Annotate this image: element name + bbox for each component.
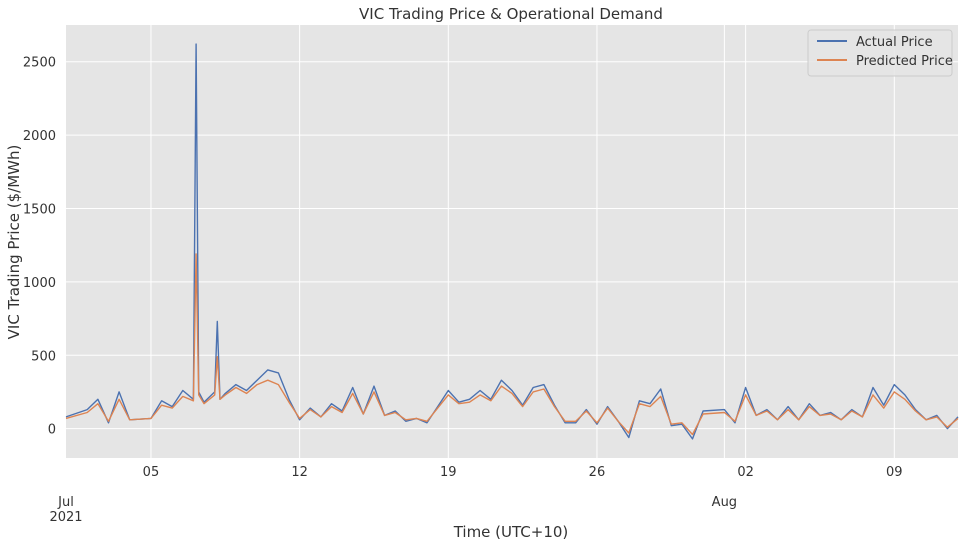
y-tick-label: 500 [31,349,56,364]
x-tick-label: 26 [589,465,606,480]
x-major-tick-label: Aug [712,495,737,510]
series-line-predicted-price [65,253,959,436]
legend-label-actual-price: Actual Price [856,35,933,50]
x-tick-label: 09 [886,465,903,480]
y-axis-label: VIC Trading Price ($/MWh) [5,145,23,340]
legend-label-predicted-price: Predicted Price [856,54,953,69]
y-axis: 0 500 1000 1500 2000 2500 [23,56,56,438]
grid [66,25,958,458]
x-tick-label: 02 [737,465,754,480]
x-tick-label: 19 [440,465,457,480]
chart-title: VIC Trading Price & Operational Demand [359,5,663,23]
legend: Actual Price Predicted Price [807,29,953,77]
x-tick-label: 12 [291,465,308,480]
series-layer [65,43,959,440]
x-tick-label: 05 [143,465,160,480]
y-tick-label: 0 [48,423,56,438]
y-tick-label: 1000 [23,276,56,291]
y-tick-label: 2500 [23,56,56,71]
y-tick-label: 2000 [23,129,56,144]
x-major-tick-label: Jul [57,495,74,510]
x-major-tick-sublabel: 2021 [49,510,82,525]
y-tick-label: 1500 [23,202,56,217]
x-axis-label: Time (UTC+10) [453,523,569,541]
